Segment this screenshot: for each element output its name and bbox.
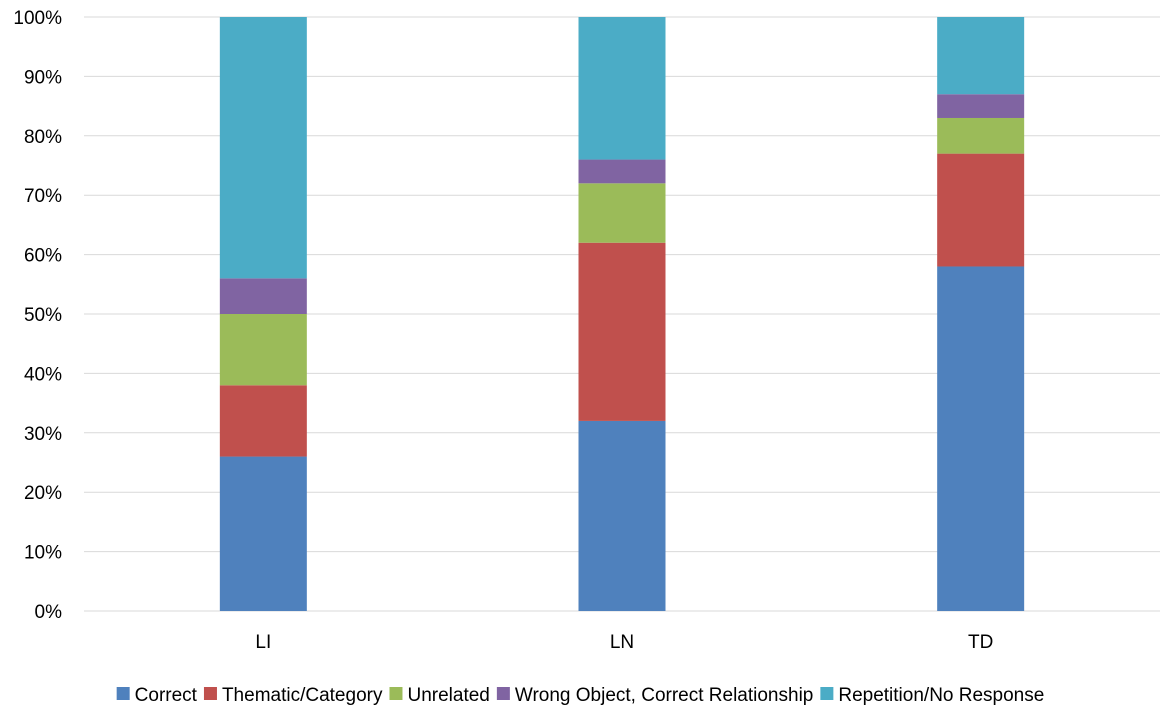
y-tick-label: 90% [24,67,62,88]
legend-label: Correct [135,685,198,706]
legend: Correct Thematic/Category Unrelated Wrong O… [117,685,1045,706]
bar-segment [579,421,666,611]
x-tick-label: TD [968,632,993,653]
bar-segment [220,314,307,385]
bar-segment [937,266,1024,611]
bar-segment [220,457,307,611]
y-tick-label: 10% [24,543,62,564]
legend-swatch [117,687,130,700]
bar-segment [220,278,307,314]
legend-swatch [204,687,217,700]
y-tick-label: 60% [24,246,62,267]
legend-label: Thematic/Category [222,685,383,706]
y-tick-label: 30% [24,424,62,445]
y-tick-label: 40% [24,364,62,385]
y-tick-label: 100% [13,8,62,29]
bar-segment [937,94,1024,118]
bar-segment [579,17,666,160]
legend-swatch [497,687,510,700]
bar-segment [937,118,1024,154]
legend-label: Unrelated [407,685,489,706]
y-tick-label: 70% [24,186,62,207]
bar-segment [220,385,307,456]
legend-label: Wrong Object, Correct Relationship [515,685,814,706]
y-tick-label: 50% [24,305,62,326]
bar-segment [579,183,666,242]
bar-segment [579,243,666,421]
y-tick-label: 0% [35,602,63,623]
bar-segment [937,17,1024,94]
legend-swatch [389,687,402,700]
y-axis-labels: 0% 10% 20% 30% 40% 50% 60% 70% 80% 90% 100% [13,8,62,623]
y-tick-label: 20% [24,483,62,504]
y-tick-label: 80% [24,127,62,148]
legend-swatch [820,687,833,700]
x-tick-label: LI [255,632,271,653]
bar-segment [220,17,307,278]
bar-segment [579,160,666,184]
x-tick-label: LN [610,632,634,653]
legend-label: Repetition/No Response [838,685,1044,706]
x-axis-labels: LI LN TD [255,632,993,653]
bar-segment [937,154,1024,267]
